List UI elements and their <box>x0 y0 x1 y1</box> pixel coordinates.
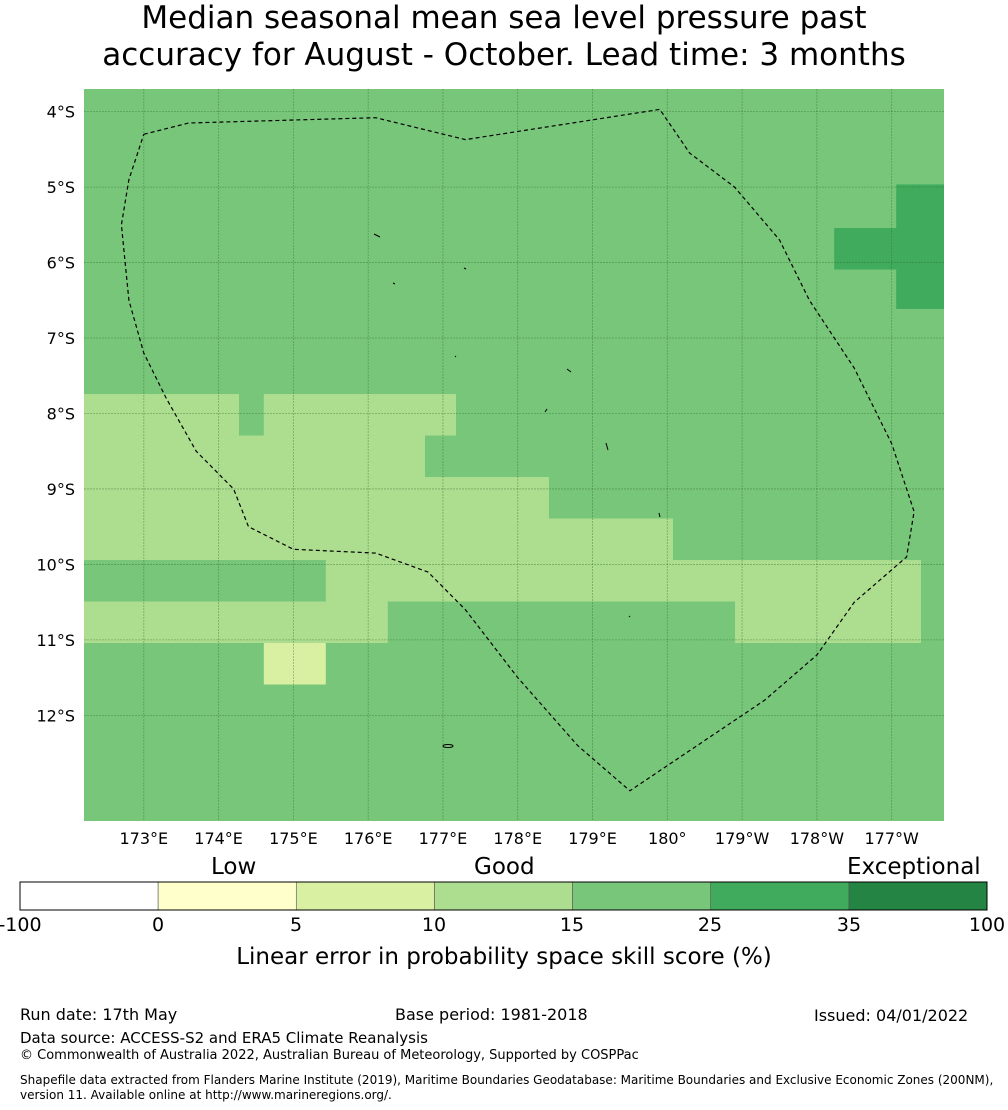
colorbar-segment <box>295 881 435 911</box>
longitude-tick-label: 178°W <box>790 829 845 848</box>
skill-cell <box>325 560 921 602</box>
latitude-tick-label: 9°S <box>47 480 75 499</box>
colorbar-category-low: Low <box>211 854 257 880</box>
colorbar-tick: 0 <box>151 914 165 936</box>
longitude-tick-label: 179°W <box>715 829 770 848</box>
skill-cell <box>84 477 549 519</box>
colorbar-category-exceptional: Exceptional <box>847 854 981 880</box>
island-outline <box>658 512 661 518</box>
longitude-tick-label: 175°E <box>269 829 318 848</box>
colorbar-tick: 10 <box>421 914 447 936</box>
colorbar-tick: -100 <box>0 914 42 936</box>
island-outline <box>566 368 572 373</box>
colorbar-tick: 5 <box>289 914 303 936</box>
latitude-tick-label: 6°S <box>47 254 75 273</box>
island-outline <box>544 408 548 413</box>
map-title-line-1: Median seasonal mean sea level pressure … <box>141 0 867 36</box>
colorbar-tick: 100 <box>968 914 1006 936</box>
colorbar-title: Linear error in probability space skill … <box>236 944 772 970</box>
skill-cell <box>834 228 944 270</box>
longitude-tick-label: 176°E <box>344 829 393 848</box>
colorbar-segment <box>848 881 988 911</box>
latitude-tick-label: 8°S <box>47 404 75 423</box>
colorbar <box>19 881 988 911</box>
latitude-tick-label: 4°S <box>47 103 75 122</box>
latitude-tick-label: 12°S <box>36 706 75 725</box>
eez-boundary <box>120 108 915 792</box>
run-date: Run date: 17th May <box>20 1005 178 1024</box>
colorbar-frame <box>19 881 988 911</box>
skill-cell <box>263 394 456 436</box>
island-outline <box>373 233 381 238</box>
longitude-tick-label: 180° <box>648 829 687 848</box>
latitude-tick-label: 5°S <box>47 178 75 197</box>
colorbar-segment <box>19 881 159 911</box>
longitude-tick-label: 179°E <box>568 829 617 848</box>
island-outline <box>454 355 457 358</box>
skill-cell <box>84 394 239 436</box>
colorbar-segment <box>434 881 573 911</box>
island-outline <box>628 615 631 618</box>
colorbar-segment <box>572 881 712 911</box>
longitude-tick-label: 177°W <box>864 829 919 848</box>
skill-cell <box>84 601 388 644</box>
longitude-tick-label: 173°E <box>119 829 168 848</box>
map-title-line-2: accuracy for August - October. Lead time… <box>102 37 906 73</box>
latitude-ticks: 4°S 5°S 6°S 7°S 8°S 9°S 10°S 11°S 12°S <box>36 103 75 726</box>
island-outline <box>605 442 609 451</box>
latitude-tick-label: 11°S <box>36 631 75 650</box>
skill-cell <box>735 601 921 644</box>
latitude-tick-label: 7°S <box>47 329 75 348</box>
issued-date: Issued: 04/01/2022 <box>814 1006 969 1025</box>
island-outline <box>442 744 454 748</box>
colorbar-tick: 35 <box>836 914 862 936</box>
colorbar-segment <box>710 881 850 911</box>
colorbar-tick: 25 <box>697 914 723 936</box>
colorbar-category-good: Good <box>474 854 535 880</box>
skill-cell <box>84 518 673 561</box>
copyright: © Commonwealth of Australia 2022, Austra… <box>20 1048 639 1063</box>
skill-cell <box>84 435 425 478</box>
longitude-tick-label: 174°E <box>194 829 243 848</box>
latitude-tick-label: 10°S <box>36 555 75 574</box>
longitude-tick-label: 178°E <box>493 829 542 848</box>
island-outline <box>392 282 396 285</box>
colorbar-segment <box>157 881 297 911</box>
colorbar-tick: 15 <box>559 914 585 936</box>
longitude-ticks: 173°E 174°E 175°E 176°E 177°E 178°E 179°E 180° 1… <box>119 829 919 848</box>
graticule <box>84 89 944 821</box>
shapefile-credit-line-1: Shapefile data extracted from Flanders M… <box>20 1073 994 1087</box>
shapefile-credit-line-2: version 11. Available online at http://w… <box>20 1088 392 1102</box>
data-source: Data source: ACCESS-S2 and ERA5 Climate … <box>20 1029 428 1047</box>
skill-cell <box>263 643 326 685</box>
longitude-tick-label: 177°E <box>419 829 468 848</box>
base-period: Base period: 1981-2018 <box>395 1005 588 1024</box>
island-outline <box>463 267 467 270</box>
islands <box>373 233 661 748</box>
skill-cells <box>84 184 944 685</box>
